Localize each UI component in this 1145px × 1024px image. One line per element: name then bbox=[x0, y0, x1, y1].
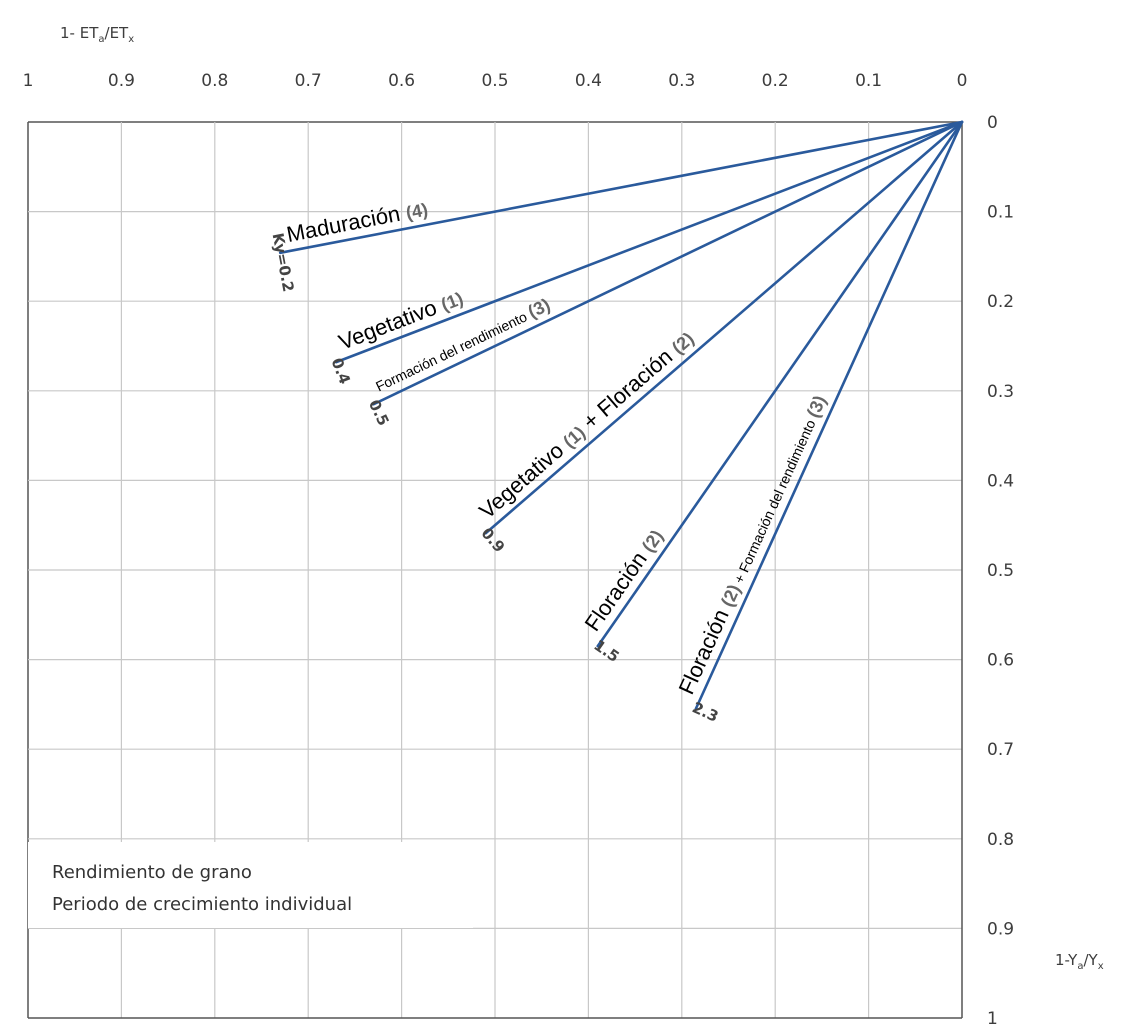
legend-line-2: Periodo de crecimiento individual bbox=[52, 894, 352, 915]
x-axis-title: 1- ETa/ETx bbox=[60, 24, 134, 45]
x-axis-title-mid: /ET bbox=[105, 24, 130, 42]
series-ky-label: 2.3 bbox=[690, 698, 722, 725]
x-tick-label: 0 bbox=[957, 71, 968, 91]
series-phase-label: Floración (2) bbox=[580, 524, 668, 636]
grid bbox=[27, 121, 963, 1019]
x-axis-title-main: 1- ET bbox=[60, 24, 99, 42]
series-ky-label: 0.9 bbox=[477, 524, 508, 556]
y-tick-label: 0.4 bbox=[987, 471, 1014, 491]
series-phase-label: Floración (2) + Formación del rendimient… bbox=[674, 391, 832, 698]
phase-label-part: Vegetativo bbox=[335, 292, 446, 354]
phase-label-part: Floración bbox=[592, 340, 681, 422]
y-axis-title-sub2: x bbox=[1098, 961, 1104, 972]
x-axis-title-sub2: x bbox=[128, 34, 134, 45]
phase-label-part: (4) bbox=[404, 199, 429, 223]
series-line bbox=[334, 120, 964, 364]
y-axis-title-mid: /Y bbox=[1083, 951, 1098, 969]
y-tick-label: 0.5 bbox=[987, 561, 1014, 581]
x-tick-label: 1 bbox=[23, 71, 34, 91]
series-ky-label: 0.5 bbox=[365, 397, 393, 429]
y-axis-title: 1-Ya/Yx bbox=[1055, 951, 1104, 972]
x-tick-label: 0.5 bbox=[481, 71, 508, 91]
series-ky-label: 0.4 bbox=[328, 355, 354, 386]
x-tick-label: 0.8 bbox=[201, 71, 228, 91]
y-axis-ticks: 0 0.1 0.2 0.3 0.4 0.5 0.6 0.7 0.8 0.9 1 bbox=[987, 113, 1014, 1024]
x-tick-label: 0.6 bbox=[388, 71, 415, 91]
y-tick-label: 0.7 bbox=[987, 740, 1014, 760]
legend-line-1: Rendimiento de grano bbox=[52, 862, 252, 883]
series-line bbox=[372, 120, 964, 406]
phase-label-part: Vegetativo bbox=[474, 434, 573, 524]
y-tick-label: 0.1 bbox=[987, 203, 1014, 223]
x-tick-label: 0.1 bbox=[855, 71, 882, 91]
x-tick-label: 0.4 bbox=[575, 71, 602, 91]
y-tick-label: 0.8 bbox=[987, 830, 1014, 850]
series-ky-label: 1.5 bbox=[590, 636, 622, 666]
series-line bbox=[596, 120, 964, 648]
x-tick-label: 0.3 bbox=[668, 71, 695, 91]
y-axis-title-main: 1-Y bbox=[1055, 951, 1078, 969]
phase-label-part: Floración bbox=[580, 542, 656, 636]
legend-box bbox=[28, 842, 473, 928]
phase-label-part: Floración bbox=[674, 600, 737, 698]
y-axis-title-sub1: a bbox=[1077, 961, 1083, 972]
series-line bbox=[278, 120, 964, 255]
x-axis-title-sub1: a bbox=[98, 34, 104, 45]
x-tick-label: 0.7 bbox=[295, 71, 322, 91]
series-line bbox=[694, 120, 964, 711]
series-line bbox=[484, 120, 964, 535]
y-tick-label: 0.6 bbox=[987, 651, 1014, 671]
y-tick-label: 0.9 bbox=[987, 919, 1014, 939]
legend: Rendimiento de grano Periodo de crecimie… bbox=[28, 842, 473, 928]
y-tick-label: 1 bbox=[987, 1009, 998, 1024]
x-tick-label: 0.2 bbox=[762, 71, 789, 91]
phase-label-part: Formación del rendimiento bbox=[735, 414, 820, 575]
y-tick-label: 0 bbox=[987, 113, 998, 133]
phase-label-part: + bbox=[729, 568, 750, 589]
x-axis-ticks: 1 0.9 0.8 0.7 0.6 0.5 0.4 0.3 0.2 0.1 0 bbox=[23, 71, 968, 91]
y-tick-label: 0.2 bbox=[987, 292, 1014, 312]
series-phase-label: Vegetativo (1) + Floración (2) bbox=[474, 325, 698, 523]
x-tick-label: 0.9 bbox=[108, 71, 135, 91]
y-tick-label: 0.3 bbox=[987, 382, 1014, 402]
